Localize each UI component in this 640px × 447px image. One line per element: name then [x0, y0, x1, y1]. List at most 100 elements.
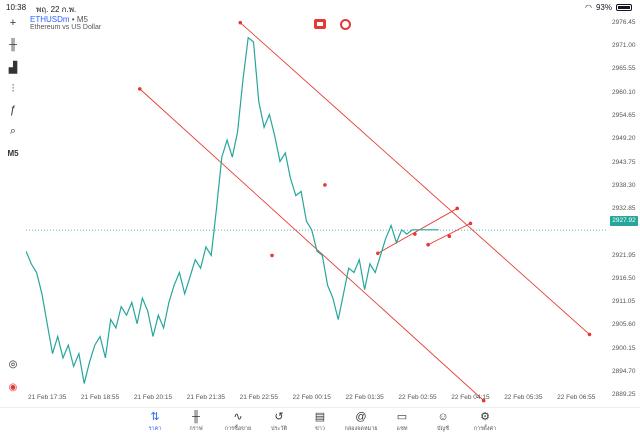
time-tick-label: 22 Feb 02:55 [398, 394, 437, 401]
nav-tab-settings[interactable]: ⚙ การตั้งค่า [463, 410, 507, 433]
trend-line-handle[interactable] [413, 232, 417, 236]
nav-label: แชท [396, 426, 408, 432]
symbol-description: Ethereum vs US Dollar [30, 24, 102, 31]
history-icon: ↺ [274, 411, 284, 423]
trend-line-handle[interactable] [468, 221, 473, 226]
time-tick-label: 21 Feb 22:55 [239, 394, 278, 401]
price-chart[interactable] [26, 12, 608, 407]
price-tick-label: 2905.60 [612, 321, 636, 329]
trend-line[interactable] [239, 22, 590, 335]
candles-icon[interactable]: ╫ [9, 39, 17, 51]
wifi-icon: ◠ [585, 3, 592, 12]
trend-line[interactable] [377, 208, 458, 254]
zoom-icon[interactable]: ◎ [8, 359, 18, 370]
price-tick-label: 2943.75 [612, 158, 636, 166]
nav-tab-news[interactable]: ▤ ข่าว [298, 410, 342, 433]
trend-line-handle[interactable] [426, 242, 430, 247]
price-tick-label: 2938.30 [612, 181, 636, 189]
status-right: ◠ 93% [585, 3, 632, 12]
quotes-icon: ⇅ [150, 411, 160, 423]
time-tick-label: 21 Feb 18:55 [80, 394, 120, 401]
symbol-separator: • [71, 15, 75, 24]
price-tick-label: 2889.25 [612, 391, 636, 399]
time-tick-label: 21 Feb 21:35 [186, 394, 226, 401]
account-icon: ☺ [437, 411, 449, 423]
nav-tab-trade[interactable]: ∿ การซื้อขาย [216, 410, 260, 433]
app-logo-icon[interactable]: ◉ [8, 382, 18, 393]
time-tick-label: 22 Feb 01:35 [345, 394, 384, 401]
nav-tab-account[interactable]: ☺ บัญชี [421, 410, 465, 433]
trend-line-handle[interactable] [481, 398, 486, 403]
price-tick-label: 2976.45 [612, 18, 636, 26]
trend-channel-drawings [137, 20, 592, 403]
price-tick-label: 2960.10 [612, 88, 636, 96]
nav-label: กล่องจดหมาย [344, 426, 378, 432]
nav-tab-chart[interactable]: ╫ กราฟ [174, 410, 218, 433]
price-series-line [26, 36, 439, 384]
nav-tab-chat[interactable]: ▭ แชท [380, 410, 424, 433]
bottom-navigation: ⇅ ราคา ╫ กราฟ ∿ การซื้อขาย ↺ ประวัติ ▤ ข่าว @ กล่อง… [0, 407, 640, 447]
nav-label: การซื้อขาย [224, 426, 252, 432]
trade-icon: ∿ [233, 411, 243, 423]
price-tick-label: 2916.50 [612, 274, 636, 282]
battery-icon [616, 4, 632, 11]
nav-label: ราคา [148, 426, 162, 432]
symbol-header[interactable]: ETHUSDm • M5 [30, 15, 88, 24]
ring-icon[interactable] [340, 19, 351, 30]
price-tick-label: 2949.20 [612, 135, 636, 143]
status-bar: 10:38 พฤ. 22 ก.พ. ◠ 93% [0, 0, 640, 14]
price-tick-label: 2954.65 [612, 111, 636, 119]
nav-tab-mailbox[interactable]: @ กล่องจดหมาย [339, 410, 383, 433]
flag-icon[interactable] [314, 19, 326, 29]
price-tick-label: 2894.70 [612, 367, 636, 375]
trend-line-handle[interactable] [137, 87, 142, 91]
nav-tab-history[interactable]: ↺ ประวัติ [257, 410, 301, 433]
nav-label: กราฟ [189, 426, 203, 432]
trend-line-handle[interactable] [323, 183, 327, 187]
trend-line-handle[interactable] [270, 253, 274, 258]
nav-label: ข่าว [315, 426, 325, 432]
price-tick-label: 2932.85 [612, 205, 636, 213]
left-toolbar: + ╫ ▟ ⫶ ƒ ⌕ M5 [0, 12, 26, 407]
timeframe-button[interactable]: M5 [7, 148, 19, 158]
price-axis[interactable]: 2976.45 2971.00 2965.55 2960.10 2954.65 2949.… [608, 12, 640, 407]
price-tick-label: 2911.05 [612, 298, 636, 306]
chat-icon: ▭ [396, 411, 408, 423]
time-tick-label: 22 Feb 04:15 [451, 394, 490, 401]
bar-chart-icon[interactable]: ▟ [8, 61, 18, 74]
trend-line-handle[interactable] [587, 332, 592, 337]
time-tick-label: 22 Feb 00:15 [292, 394, 331, 401]
news-icon: ▤ [314, 411, 326, 423]
price-tick-label: 2965.55 [612, 65, 636, 73]
price-tick-label: 2971.00 [612, 42, 636, 50]
time-axis[interactable]: 21 Feb 17:35 21 Feb 18:55 21 Feb 20:15 21 F… [26, 394, 608, 406]
time-tick-label: 21 Feb 20:15 [133, 394, 173, 401]
time-tick-label: 22 Feb 05:35 [504, 394, 543, 401]
status-date: พฤ. 22 ก.พ. [36, 5, 77, 14]
chart-icon: ╫ [192, 411, 200, 423]
symbol-timeframe: M5 [76, 15, 88, 24]
objects-icon[interactable]: ⌕ [9, 124, 17, 137]
price-tick-label: 2900.15 [612, 344, 636, 352]
trend-line-handle[interactable] [455, 206, 460, 211]
trend-line[interactable] [139, 88, 484, 401]
trend-line-handle[interactable] [238, 20, 243, 25]
indicators-icon[interactable]: ⫶ [11, 82, 15, 95]
mailbox-icon: @ [355, 411, 367, 423]
function-icon[interactable]: ƒ [9, 104, 17, 116]
status-time: 10:38 [6, 3, 27, 12]
nav-tab-quotes[interactable]: ⇅ ราคา [133, 410, 177, 433]
time-tick-label: 21 Feb 17:35 [28, 394, 67, 401]
price-tick-label: 2921.95 [612, 251, 636, 259]
crosshair-icon[interactable]: + [9, 17, 17, 29]
trend-line-handle[interactable] [376, 251, 380, 256]
battery-percent: 93% [595, 3, 612, 12]
trend-line-handle[interactable] [447, 234, 452, 238]
symbol-name: ETHUSDm [30, 15, 70, 24]
nav-label: บัญชี [437, 426, 449, 432]
trend-line[interactable] [427, 222, 471, 246]
nav-label: ประวัติ [270, 426, 288, 432]
current-price-badge: 2927.92 [610, 216, 638, 226]
settings-icon: ⚙ [480, 411, 490, 423]
nav-label: การตั้งค่า [473, 426, 497, 432]
